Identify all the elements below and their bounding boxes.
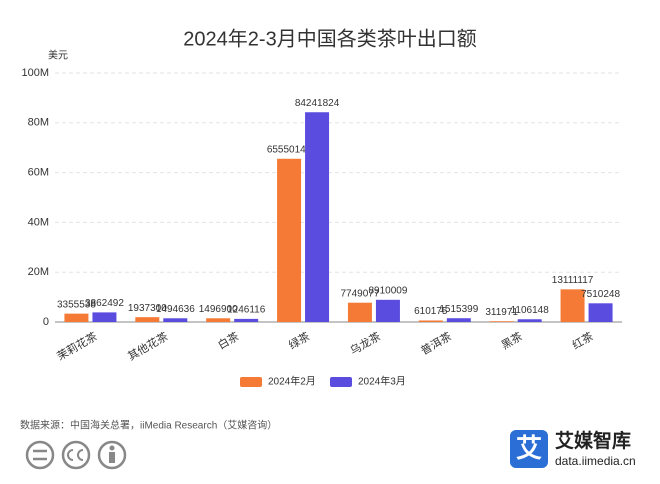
value-label: 13111117 (552, 275, 594, 286)
bar (446, 318, 471, 322)
bar (64, 313, 89, 322)
y-tick-label: 20M (28, 266, 49, 278)
brand-url: data.iimedia.cn (555, 454, 636, 468)
bar (347, 302, 372, 322)
x-tick-label: 红茶 (570, 330, 596, 352)
license-icons (25, 440, 127, 470)
value-label: 1937300 (128, 303, 167, 314)
x-tick-label: 乌龙茶 (347, 329, 383, 358)
y-tick-label: 60M (28, 167, 49, 179)
value-label: 84241824 (295, 98, 340, 109)
bar (560, 289, 585, 322)
value-label: 3862492 (85, 298, 124, 309)
x-tick-label: 黑茶 (499, 330, 525, 352)
x-tick-label: 其他花茶 (126, 330, 171, 363)
value-label: 1494636 (156, 304, 195, 315)
legend-swatch (330, 377, 352, 387)
value-label: 8910009 (368, 285, 407, 296)
brand-logo (510, 430, 548, 468)
bar (135, 317, 160, 322)
value-label: 610175 (414, 306, 448, 317)
x-tick-label: 普洱茶 (418, 329, 454, 358)
source: 数据来源：中国海关总署，iiMedia Research（艾媒咨询） (20, 419, 277, 432)
bar (375, 299, 400, 322)
value-label: 1496900 (199, 304, 238, 315)
y-tick-label: 100M (21, 67, 49, 79)
y-tick-label: 40M (28, 216, 49, 228)
bar (489, 321, 514, 322)
bar (234, 318, 259, 322)
y-axis-label: 美元 (48, 49, 68, 62)
chart-title: 2024年2-3月中国各类茶叶出口额 (183, 27, 476, 50)
bar (163, 318, 188, 322)
brand-logo-text: 艾 (516, 433, 542, 463)
bar (206, 318, 231, 322)
bar (305, 112, 330, 323)
value-label: 1106148 (511, 305, 550, 316)
value-label: 7510248 (581, 289, 620, 300)
legend-label: 2024年2月 (268, 375, 316, 388)
value-label: 1246116 (227, 305, 266, 316)
bar (277, 158, 302, 322)
value-label: 311971 (485, 307, 518, 318)
value-label: 7749077 (340, 288, 379, 299)
y-tick-label: 0 (43, 316, 49, 328)
y-tick-label: 80M (28, 117, 49, 129)
value-label: 3355538 (57, 299, 96, 310)
bar (418, 320, 443, 322)
bar (517, 319, 542, 322)
x-tick-label: 茉莉花茶 (54, 329, 99, 363)
value-label: 1515399 (439, 304, 478, 315)
value-label: 65550143 (267, 144, 312, 155)
bar (588, 303, 613, 322)
legend-swatch (240, 377, 262, 387)
x-tick-label: 白茶 (215, 329, 241, 352)
x-tick-label: 绿茶 (286, 329, 312, 352)
legend-label: 2024年3月 (358, 375, 406, 388)
bar (92, 312, 117, 322)
brand-name: 艾媒智库 (555, 429, 631, 452)
